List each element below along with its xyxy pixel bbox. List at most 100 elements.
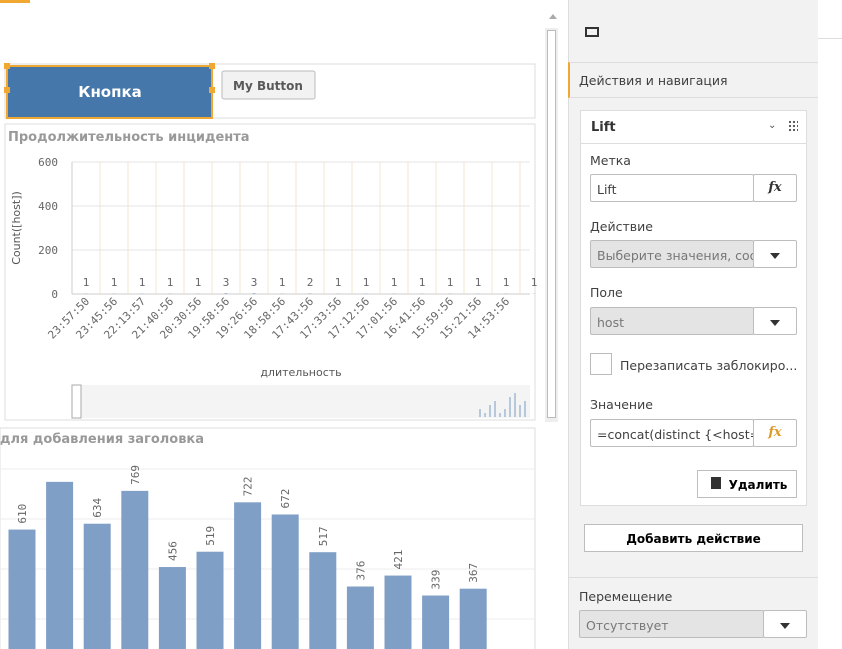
chart-frame (0, 427, 536, 649)
data-label: 1 (419, 276, 426, 289)
data-label: 3 (223, 276, 230, 289)
trash-icon (711, 477, 721, 489)
data-label: 3 (251, 276, 258, 289)
data-label: 339 (430, 570, 443, 590)
data-label: 1 (475, 276, 482, 289)
checkbox[interactable] (590, 353, 612, 375)
y-tick-label: 0 (51, 288, 58, 301)
fx-button[interactable]: fx (753, 174, 797, 202)
data-label: 1 (83, 276, 90, 289)
data-label: 806 (54, 456, 67, 476)
scroll-handle[interactable] (71, 384, 82, 419)
mini-chart (72, 385, 530, 418)
bar (459, 588, 487, 649)
y-tick-label: 400 (38, 200, 58, 213)
y-axis-label: Count([host]) (10, 191, 23, 265)
data-label: 1 (195, 276, 202, 289)
bar (8, 529, 36, 649)
text-input[interactable]: =concat(distinct {<host={" (590, 419, 754, 447)
secondary-button[interactable] (221, 70, 316, 100)
bar (309, 552, 337, 649)
bar (234, 502, 262, 649)
fx-button[interactable]: fx (753, 419, 797, 447)
data-label: 1 (139, 276, 146, 289)
x-axis-label: длительность (260, 366, 341, 379)
caption: Значение (590, 397, 653, 412)
caption: Поле (590, 285, 623, 300)
scroll-thumb[interactable] (547, 30, 556, 418)
scroll-arrow[interactable] (549, 14, 557, 19)
panel-icon[interactable] (585, 27, 599, 37)
primary-button[interactable] (6, 65, 213, 119)
data-label: 456 (166, 541, 179, 561)
dropdown[interactable]: Отсутствует (579, 610, 764, 638)
section-header[interactable]: Действия и навигация (568, 62, 818, 98)
data-label: 1 (111, 276, 118, 289)
data-label: 722 (242, 476, 255, 496)
add-action-button[interactable]: Добавить действие (584, 524, 803, 552)
dropdown[interactable]: Выберите значения, соот (590, 240, 754, 268)
data-label: 1 (391, 276, 398, 289)
data-label: 1 (531, 276, 538, 289)
dropdown[interactable]: host (590, 307, 754, 335)
data-label: 1 (167, 276, 174, 289)
caption: Перемещение (579, 589, 673, 604)
handle (209, 63, 215, 69)
arrow (770, 253, 780, 259)
data-label: 1 (279, 276, 286, 289)
chart-title: для добавления заголовка (0, 432, 204, 447)
data-label: 1 (363, 276, 370, 289)
data-label: 519 (204, 526, 217, 546)
bar (384, 575, 412, 649)
drag-handle[interactable] (788, 120, 798, 132)
button-label: Кнопка (78, 83, 142, 101)
bar (46, 481, 74, 649)
data-label: 1 (335, 276, 342, 289)
handle (209, 87, 215, 93)
sheet: Кнопка My Button Продолжительность инцид… (0, 63, 538, 649)
data-label: 769 (129, 465, 142, 485)
bar (83, 523, 111, 649)
delete-button[interactable]: Удалить (697, 470, 797, 498)
button-label: My Button (233, 79, 303, 93)
data-label: 1 (447, 276, 454, 289)
dropdown-arrow[interactable] (753, 240, 797, 268)
chart-frame (4, 123, 536, 421)
dropdown-arrow[interactable] (753, 307, 797, 335)
data-label: 421 (392, 550, 405, 570)
data-label: 2 (307, 276, 314, 289)
data-label: 367 (467, 563, 480, 583)
scrollbar (545, 28, 558, 422)
data-label: 1 (503, 276, 510, 289)
data-label: 517 (317, 526, 330, 546)
data-label: 634 (91, 497, 104, 517)
tab-accent (0, 0, 30, 3)
data-label: 672 (279, 489, 292, 509)
y-tick-label: 600 (38, 156, 58, 169)
arrow (770, 320, 780, 326)
data-label: 376 (354, 561, 367, 581)
chart-title: Продолжительность инцидента (8, 130, 250, 145)
y-tick-label: 200 (38, 244, 58, 257)
chevron[interactable]: ⌄ (768, 120, 777, 131)
bar (346, 586, 374, 649)
bar (196, 551, 224, 649)
text-input[interactable]: Lift (590, 174, 754, 202)
data-label: 610 (16, 504, 29, 524)
caption: Действие (590, 219, 653, 234)
bar (271, 514, 299, 649)
checkbox-label: Перезаписать заблокиро... (620, 358, 798, 373)
bar (158, 567, 186, 649)
bar (121, 490, 149, 649)
divider (818, 38, 842, 39)
bar (422, 595, 450, 649)
caption: Метка (590, 153, 631, 168)
bar (252, 293, 256, 294)
handle (4, 87, 10, 93)
action-header[interactable]: Lift (580, 110, 807, 144)
dropdown-arrow[interactable] (763, 610, 807, 638)
arrow (780, 623, 790, 629)
divider (568, 577, 818, 578)
handle (4, 63, 10, 69)
